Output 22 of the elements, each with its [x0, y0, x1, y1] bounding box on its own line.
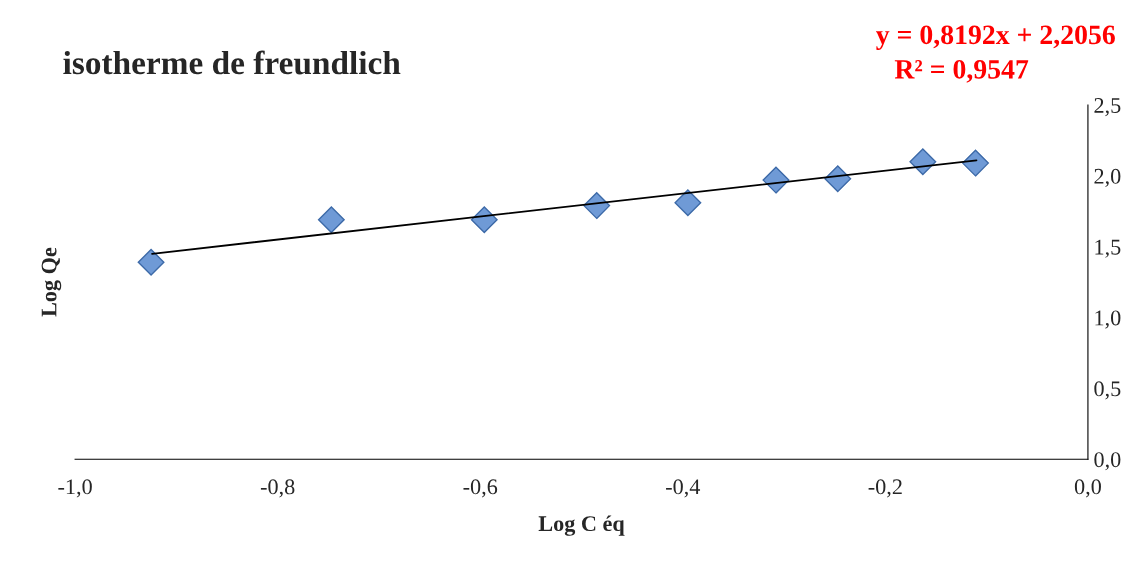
x-tick-label: -0,6 — [463, 479, 498, 498]
text: y = 0,8192x + 2,2056 — [876, 25, 1115, 50]
x-tick-label: -0,4 — [666, 479, 701, 498]
chart-title: isotherme de freundlich — [63, 50, 401, 75]
point — [317, 206, 345, 234]
x-tick-label: -1,0 — [58, 479, 92, 498]
y-tick-label: 1,5 — [1095, 239, 1121, 258]
x-tick-label: 0,0 — [1074, 479, 1101, 498]
point — [674, 189, 702, 217]
y-tick-label: 0,5 — [1094, 381, 1121, 400]
x-tick-label: -0,2 — [868, 479, 902, 498]
x-axis-title: Log C éq — [538, 515, 625, 536]
y-tick-label: 1,0 — [1095, 310, 1121, 329]
point — [137, 248, 165, 276]
y-tick-label: 2,0 — [1094, 168, 1121, 187]
text: R² = 0,9547 — [894, 59, 1029, 83]
point — [470, 206, 498, 234]
y-axis-title: Log Qe — [41, 247, 62, 317]
x-tick-label: -0,8 — [260, 479, 295, 498]
point — [962, 149, 989, 177]
y-tick-label: 2,5 — [1094, 98, 1121, 117]
y-tick-label: 0,0 — [1094, 452, 1121, 471]
